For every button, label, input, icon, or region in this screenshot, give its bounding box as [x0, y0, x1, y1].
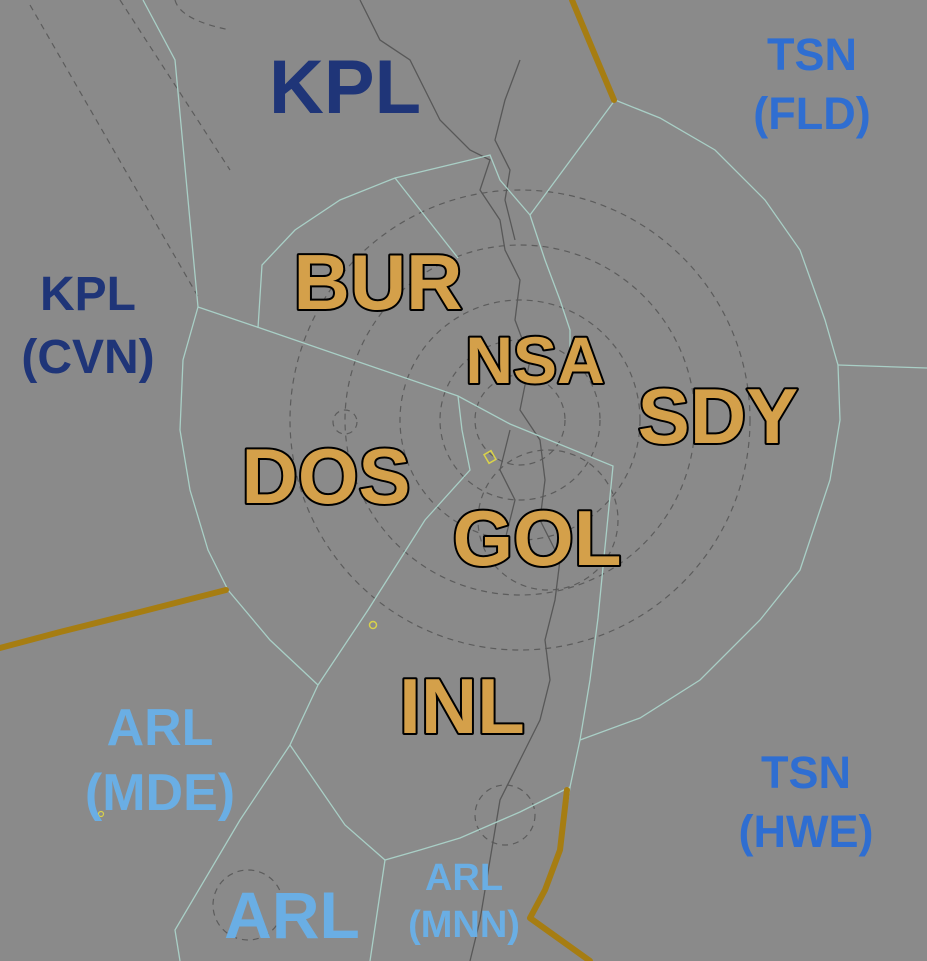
neighbor-label-arl: ARL: [224, 878, 360, 952]
neighbor-label-arl-mde-name: ARL: [107, 699, 214, 757]
neighbor-label-arl-mnn-name: ARL: [425, 857, 503, 899]
sector-label-sdy: SDY: [638, 372, 798, 460]
fir-boundary-south: [527, 787, 593, 961]
sector-label-nsa: NSA: [465, 323, 604, 397]
sector-label-dos: DOS: [241, 432, 410, 520]
neighbor-label-arl-mnn-code: (MNN): [408, 904, 520, 946]
fir-boundary-northeast: [569, 0, 617, 103]
navaid-markers: [97, 449, 497, 818]
neighbor-label-tsn-fld-name: TSN: [767, 29, 857, 80]
waypoint-marker: [368, 620, 378, 630]
fir-boundary-west: [0, 587, 229, 651]
coastline: [359, 0, 561, 961]
airport-marker: [483, 449, 497, 465]
neighbor-label-kpl: KPL: [269, 45, 421, 130]
neighbor-label-arl-mde-code: (MDE): [85, 764, 235, 822]
neighbor-label-kpl-cvn-name: KPL: [40, 268, 136, 321]
neighbor-label-tsn-hwe-name: TSN: [761, 747, 851, 798]
neighbor-label-tsn-fld-code: (FLD): [753, 88, 870, 139]
sector-boundaries: [142, 0, 927, 961]
sector-label-gol: GOL: [453, 494, 622, 582]
neighbor-label-kpl-cvn-code: (CVN): [21, 331, 154, 384]
neighbor-label-tsn-hwe-code: (HWE): [739, 806, 874, 857]
fir-boundaries: [0, 0, 617, 961]
sector-label-inl: INL: [399, 662, 525, 750]
waypoint-marker: [97, 810, 105, 818]
range-rings: [29, 0, 751, 941]
sector-label-bur: BUR: [294, 238, 463, 326]
